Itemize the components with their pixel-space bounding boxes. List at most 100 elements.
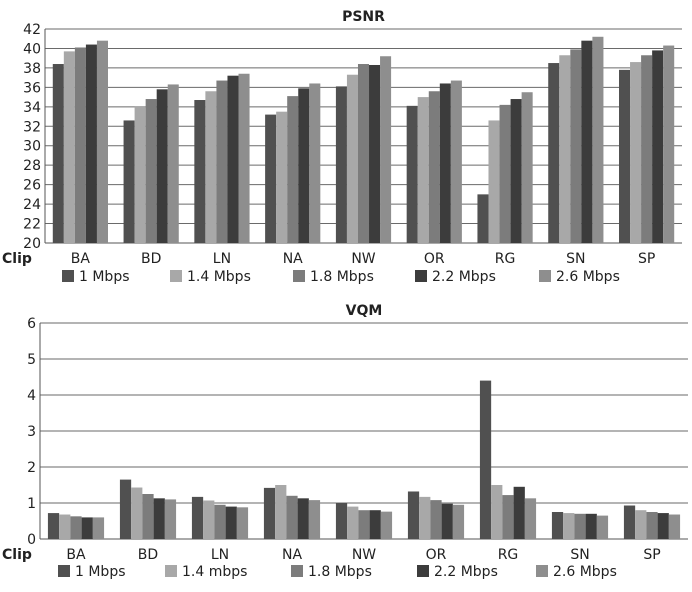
bar [668,514,681,539]
bar [548,63,560,243]
chart-title: PSNR [342,9,385,25]
legend-swatch [415,270,427,282]
bar [59,514,71,539]
legend-swatch [417,565,429,577]
bar [142,494,154,539]
y-tick-label: 40 [23,41,41,57]
y-tick-label: 2 [27,460,36,476]
legend-label: 1.8 Mbps [310,269,374,285]
legend-swatch [536,565,548,577]
bar [156,89,168,243]
legend-label: 1 Mbps [75,564,126,580]
bar [167,84,179,243]
bar [551,512,564,539]
bar [263,487,276,539]
legend-swatch [170,270,182,282]
bar [663,45,675,243]
x-tick-label: BA [66,547,86,563]
legend-label: 1.8 Mbps [308,564,372,580]
bar [596,515,609,539]
bar [619,69,631,243]
x-tick-label: LN [213,251,231,267]
bar [502,495,514,539]
bar [194,100,206,243]
bar [559,55,571,244]
bar [419,496,431,539]
bar [298,88,310,243]
legend-swatch [291,565,303,577]
legend-swatch [293,270,305,282]
bar [164,499,177,539]
bar [450,80,462,243]
bar [428,91,440,243]
bar [134,106,146,243]
legend-label: 2.6 Mbps [556,269,620,285]
bar [417,97,429,243]
y-tick-label: 6 [27,316,36,332]
bar [287,96,299,244]
legend-swatch [62,270,74,282]
bar [131,487,143,539]
bar [191,496,204,539]
bar [657,513,669,539]
bar [236,507,249,539]
bar [119,479,132,539]
bar [452,504,465,539]
bar [216,80,228,243]
bar [145,99,157,243]
bar [499,104,511,244]
x-tick-label: SN [570,547,589,563]
legend-swatch [58,565,70,577]
x-tick-label: SP [638,251,655,267]
bar [513,486,525,539]
bar [70,516,82,539]
bar [441,503,453,539]
x-tick-label: NA [282,547,302,563]
x-tick-label: OR [424,251,445,267]
bar [488,120,500,243]
y-tick-label: 1 [27,496,36,512]
x-tick-label: NW [351,251,375,267]
bar [630,62,642,243]
bar [205,91,217,243]
bar [646,512,658,539]
bar [623,505,636,539]
y-tick-label: 0 [27,532,36,548]
bar [407,491,420,539]
bar [491,485,503,539]
bar [477,194,489,243]
bar [380,56,392,243]
bar [635,510,647,539]
bar [510,99,522,243]
legend-label: 1 Mbps [79,269,130,285]
y-tick-label: 5 [27,352,36,368]
bar [123,120,135,243]
bar [652,50,664,244]
bar [592,36,604,243]
bar [563,513,575,539]
bar [358,510,370,539]
bar [225,506,237,539]
legend-label: 1.4 mbps [182,564,247,580]
y-tick-label: 28 [23,158,41,174]
bar [357,64,370,244]
bar [430,500,442,539]
bar [335,503,348,539]
x-tick-label: OR [426,547,447,563]
chart-title: VQM [346,303,383,319]
bar [479,380,492,539]
y-tick-label: 26 [23,178,41,194]
bar [214,504,226,539]
category-axis-label: Clip [2,547,32,563]
bar [380,511,393,539]
bar [286,495,298,539]
bar [369,64,381,244]
bar [406,105,418,243]
legend-swatch [539,270,551,282]
bar [335,86,347,243]
legend-label: 2.2 Mbps [432,269,496,285]
bar [74,47,86,244]
bar [439,83,451,243]
legend-swatch [165,565,177,577]
